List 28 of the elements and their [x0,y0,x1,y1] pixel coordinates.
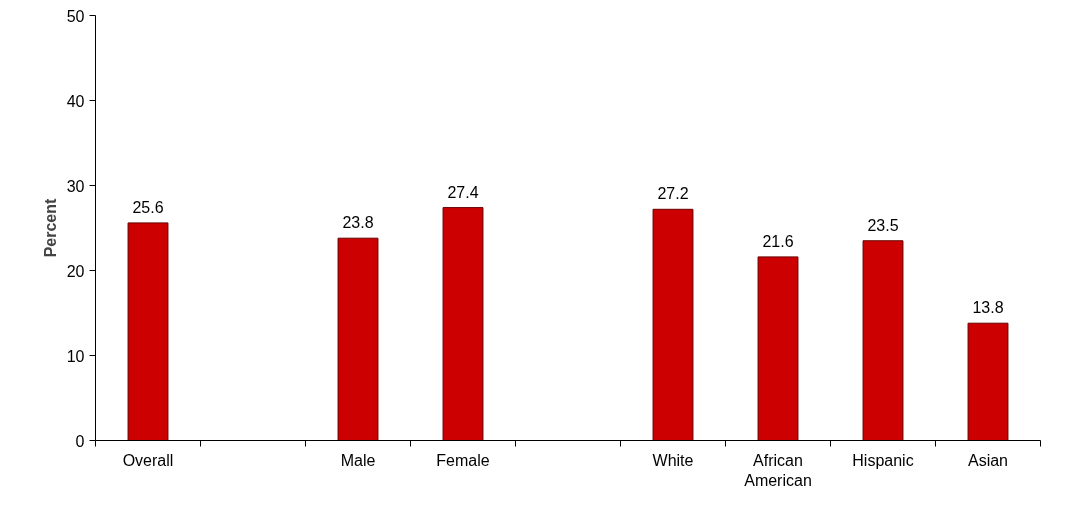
bar [127,222,169,441]
y-tick-label: 10 [66,347,85,365]
x-tick-label: African American [744,451,812,489]
data-label: 25.6 [132,198,164,216]
data-label: 23.8 [342,214,374,232]
data-label: 27.4 [447,183,479,201]
x-tick-label: Hispanic [852,451,914,469]
y-axis-title: Percent [41,197,59,258]
data-label: 23.5 [867,216,899,234]
x-tick-label: Male [340,451,376,469]
bar [862,240,904,441]
bar [442,207,484,441]
y-tick-label: 0 [75,432,85,450]
y-tick-label: 20 [66,262,85,280]
data-label: 27.2 [657,185,689,203]
y-tick-label: 50 [66,7,85,25]
data-label: 21.6 [762,232,794,250]
x-tick-label: Female [436,451,490,469]
bar [967,322,1009,441]
x-tick-label: Asian [967,451,1009,469]
x-tick-label: White [652,451,694,469]
bar [652,208,694,441]
y-tick-label: 30 [66,177,85,195]
bar [757,256,799,441]
x-tick-label: Overall [122,451,174,469]
y-tick-label: 40 [66,92,85,110]
data-label: 13.8 [972,299,1004,317]
bar [337,237,379,441]
